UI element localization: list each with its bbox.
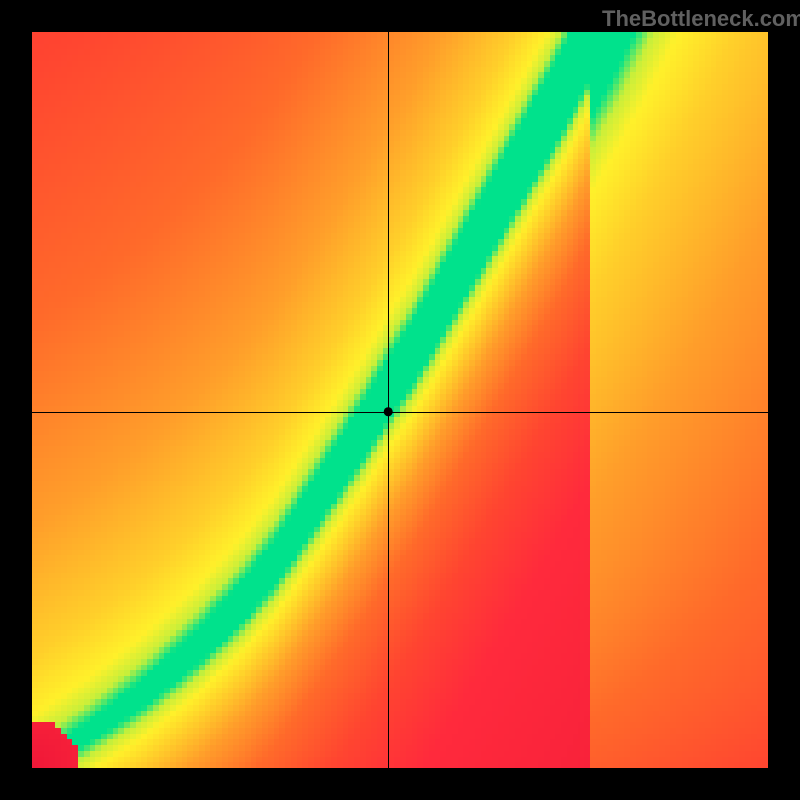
watermark-text: TheBottleneck.com	[602, 6, 800, 32]
heatmap-canvas	[0, 0, 800, 800]
chart-frame: TheBottleneck.com	[0, 0, 800, 800]
